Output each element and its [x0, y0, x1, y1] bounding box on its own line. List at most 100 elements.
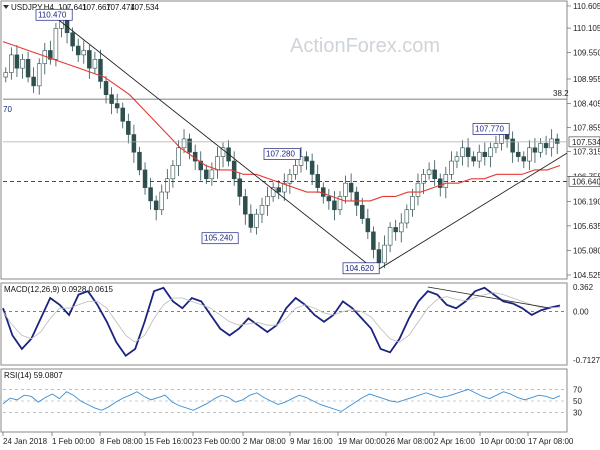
candle-body: [337, 196, 343, 211]
watermark-text: ActionForex.com: [290, 35, 440, 57]
ohlc-low: 107.474: [106, 3, 135, 12]
candle-body: [282, 182, 287, 193]
candle-body: [543, 143, 549, 149]
price-tick-label: 105.080: [573, 246, 600, 255]
candle-body: [404, 209, 410, 224]
candle-body: [321, 187, 326, 197]
candle-body: [365, 218, 371, 233]
candle-body: [482, 151, 488, 157]
candle-body: [354, 191, 359, 206]
candle-body: [460, 147, 465, 157]
macd-layer: [2, 286, 567, 358]
candle-body: [114, 103, 120, 109]
candle-body: [159, 191, 164, 211]
candle-body: [449, 160, 454, 175]
candle-body: [493, 143, 499, 149]
candle-body: [92, 59, 98, 69]
rsi-panel-frame: [0, 368, 568, 433]
ohlc-high: 107.667: [82, 3, 111, 12]
candle-body: [259, 205, 265, 215]
callout-box: [263, 148, 301, 160]
marked-level-box: [568, 176, 600, 187]
callout-label: 107.280: [266, 150, 295, 159]
candle-body: [237, 178, 242, 197]
sma-line: [2, 41, 561, 202]
candle-body: [387, 227, 393, 246]
macd-line: [2, 286, 561, 358]
price-tick-label: 107.855: [573, 124, 600, 133]
candle-body: [476, 151, 482, 162]
candle-body: [521, 156, 527, 162]
price-panel-frame: [0, 0, 568, 280]
callout-box: [35, 8, 73, 21]
price-tick-label: 108.405: [573, 99, 600, 108]
candle-body: [3, 72, 9, 78]
candle-body: [554, 138, 560, 144]
candle-body: [53, 28, 59, 60]
candle-body: [87, 50, 92, 69]
price-tick-label: 105.635: [573, 222, 600, 231]
candle-body: [343, 182, 348, 197]
candle-body: [209, 169, 215, 180]
x-tick-label: 26 Mar 08:00: [386, 437, 434, 446]
candle-body: [170, 165, 176, 180]
candle-body: [549, 138, 554, 149]
candle-body: [532, 147, 538, 153]
ohlc-open: 107.641: [58, 3, 87, 12]
price-tick-label: 108.955: [573, 75, 600, 84]
price-tick-label: 107.315: [573, 148, 600, 157]
candle-body: [426, 169, 432, 175]
candle-body: [204, 169, 209, 180]
candle-body: [131, 134, 137, 153]
candle-body: [176, 147, 181, 166]
candle-body: [126, 120, 131, 135]
macd-signal-line: [2, 292, 560, 343]
callout-box: [201, 232, 239, 245]
candle-body: [465, 147, 471, 157]
candle-body: [382, 244, 387, 264]
callout-label: 110.470: [38, 10, 67, 19]
candle-body: [304, 156, 309, 162]
candle-body: [437, 178, 443, 188]
candle-body: [165, 178, 170, 193]
macd-trend-line: [427, 286, 551, 309]
candle-body: [31, 76, 36, 87]
price-symbol-label: USDJPY,H4: [11, 3, 55, 12]
ohlc-close: 107.534: [130, 3, 159, 12]
candle-body: [9, 54, 14, 73]
macd-label: MACD(12,26,9) 0.0928 0.0615: [4, 285, 114, 294]
x-tick-label: 2 Apr 16:00: [434, 437, 475, 446]
rsi-label: RSI(14) 59.0807: [4, 371, 63, 380]
candle-body: [137, 151, 142, 171]
x-tick-label: 10 Apr 00:00: [480, 437, 526, 446]
x-tick-label: 17 Apr 08:00: [528, 437, 574, 446]
candle-body: [153, 200, 159, 211]
candle-body: [187, 138, 192, 153]
rsi-layer: [2, 388, 567, 413]
price-layer: 38.2 70 110.470 107.280 105.240 104.620 107.77…: [2, 5, 569, 275]
candle-body: [393, 227, 398, 233]
candle-body: [14, 54, 20, 69]
candle-body: [399, 222, 404, 233]
candle-body: [25, 59, 31, 78]
x-tick-label: 1 Feb 00:00: [52, 437, 95, 446]
current-price-box: [568, 136, 600, 148]
candle-body: [75, 45, 81, 56]
x-tick-label: 15 Feb 16:00: [145, 437, 193, 446]
candle-body: [148, 187, 153, 202]
macd-panel-frame: [0, 282, 568, 366]
candle-body: [48, 50, 53, 60]
candle-body: [298, 156, 304, 166]
x-tick-label: 19 Mar 00:00: [338, 437, 386, 446]
callout-label: 107.770: [475, 124, 504, 133]
downtrend-line: [58, 19, 377, 272]
rsi-line: [2, 388, 561, 412]
candle-body: [120, 107, 126, 122]
price-tick-label: 109.550: [573, 49, 600, 58]
candle-body: [181, 138, 187, 149]
candle-body: [287, 174, 293, 184]
rsi-tick-label: 30: [573, 409, 582, 418]
candle-body: [276, 187, 281, 193]
callout-box: [342, 262, 380, 275]
candle-body: [36, 63, 42, 87]
